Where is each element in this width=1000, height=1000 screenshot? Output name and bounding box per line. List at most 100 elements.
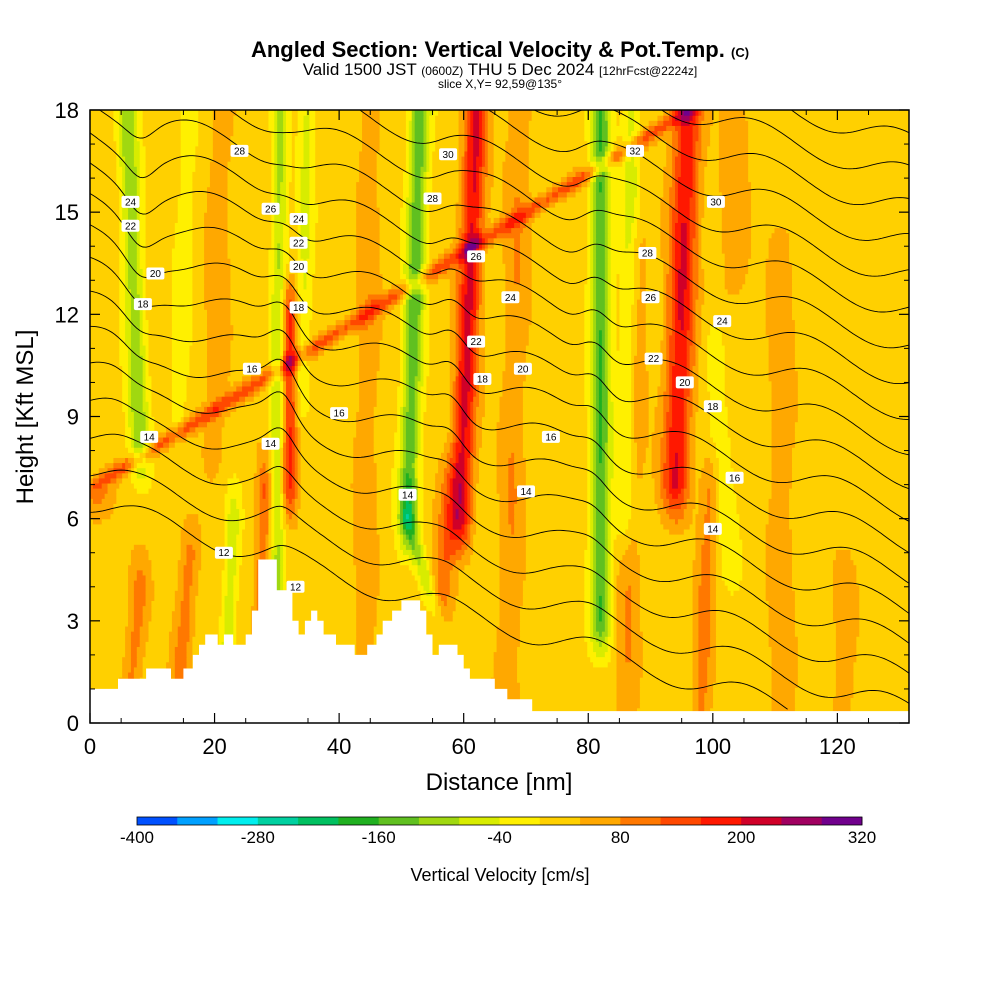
vv-cell: [400, 355, 404, 361]
vv-cell: [794, 350, 909, 356]
vv-cell: [90, 339, 120, 346]
vv-cell: [634, 283, 641, 290]
vv-cell: [148, 365, 173, 372]
vv-cell: [452, 390, 457, 397]
vv-cell: [715, 493, 720, 499]
vv-cell: [634, 299, 638, 305]
vv-cell: [283, 528, 287, 535]
vv-cell: [698, 641, 711, 647]
vv-cell: [309, 319, 337, 326]
vv-cell: [607, 528, 612, 535]
vv-cell: [432, 564, 439, 571]
vv-cell: [675, 339, 688, 346]
vv-cell: [771, 462, 793, 469]
vv-cell: [268, 293, 272, 300]
vv-cell: [455, 344, 460, 351]
vv-cell: [449, 406, 454, 412]
vv-cell: [268, 355, 272, 361]
vv-cell: [531, 278, 588, 285]
vv-cell: [628, 544, 638, 550]
vv-cell: [522, 579, 585, 586]
vv-cell: [683, 406, 688, 412]
vv-cell: [470, 467, 474, 474]
vv-cell: [432, 533, 439, 540]
vv-cell: [130, 319, 141, 326]
vv-cell: [215, 416, 226, 423]
vv-cell: [268, 447, 272, 453]
vv-cell: [285, 370, 293, 377]
vv-cell: [429, 314, 451, 321]
vv-cell: [400, 442, 404, 448]
vv-cell: [417, 533, 422, 540]
vv-cell: [695, 360, 699, 367]
vv-cell: [604, 585, 609, 591]
vv-cell: [590, 656, 612, 663]
vv-cell: [382, 319, 401, 326]
vv-cell: [130, 636, 141, 642]
vv-cell: [639, 559, 694, 566]
vv-cell: [236, 564, 240, 571]
vv-cell: [476, 288, 480, 295]
vv-cell: [675, 329, 688, 336]
vv-cell: [227, 375, 243, 382]
vv-cell: [373, 406, 398, 412]
vv-cell: [90, 518, 94, 525]
vv-cell: [408, 304, 422, 310]
vv-cell: [414, 390, 419, 397]
vv-cell: [476, 360, 480, 367]
vv-cell: [136, 278, 144, 285]
vv-cell: [297, 365, 302, 372]
vv-cell: [596, 299, 606, 305]
vv-cell: [285, 334, 290, 341]
vv-cell: [280, 396, 284, 402]
vv-cell: [318, 329, 328, 336]
vv-cell: [604, 590, 609, 596]
vv-cell: [660, 355, 667, 361]
vv-cell: [683, 436, 688, 443]
vv-cell: [721, 554, 743, 561]
vv-cell: [177, 641, 188, 647]
vv-cell: [476, 518, 501, 525]
vv-cell: [271, 416, 281, 423]
vv-cell: [359, 350, 381, 356]
vv-cell: [420, 309, 425, 315]
vv-cell: [473, 396, 480, 402]
vv-cell: [473, 493, 477, 499]
vv-cell: [856, 564, 909, 571]
vv-cell: [698, 600, 711, 607]
vv-cell: [356, 564, 381, 571]
vv-cell: [689, 472, 697, 479]
vv-cell: [443, 503, 448, 510]
vv-cell: [90, 666, 123, 673]
vv-cell: [423, 329, 430, 336]
vv-cell: [522, 396, 585, 402]
vv-cell: [294, 334, 299, 341]
vv-cell: [499, 503, 509, 510]
vv-cell: [122, 661, 132, 668]
vv-cell: [408, 309, 422, 315]
vv-cell: [438, 462, 448, 469]
vv-cell: [379, 549, 398, 556]
vv-cell: [455, 360, 460, 367]
vv-cell: [405, 411, 416, 418]
vv-cell: [402, 452, 407, 458]
vv-cell: [525, 523, 588, 530]
vv-cell: [476, 344, 480, 351]
vv-cell: [607, 539, 612, 545]
vv-cell: [285, 595, 357, 601]
vv-cell: [417, 482, 425, 489]
vv-cell: [596, 513, 606, 520]
chart-title-main: Angled Section: Vertical Velocity & Pot.…: [250, 37, 725, 62]
vv-cell: [639, 554, 697, 561]
vv-cell: [324, 350, 360, 356]
vv-cell: [207, 339, 231, 346]
vv-cell: [832, 590, 860, 596]
vv-cell: [596, 319, 606, 326]
vv-cell: [584, 380, 591, 387]
vv-cell: [423, 426, 451, 433]
vv-cell: [224, 523, 229, 530]
vv-cell: [353, 498, 378, 504]
vv-cell: [309, 329, 319, 336]
vv-cell: [639, 692, 694, 699]
vv-cell: [408, 390, 416, 397]
